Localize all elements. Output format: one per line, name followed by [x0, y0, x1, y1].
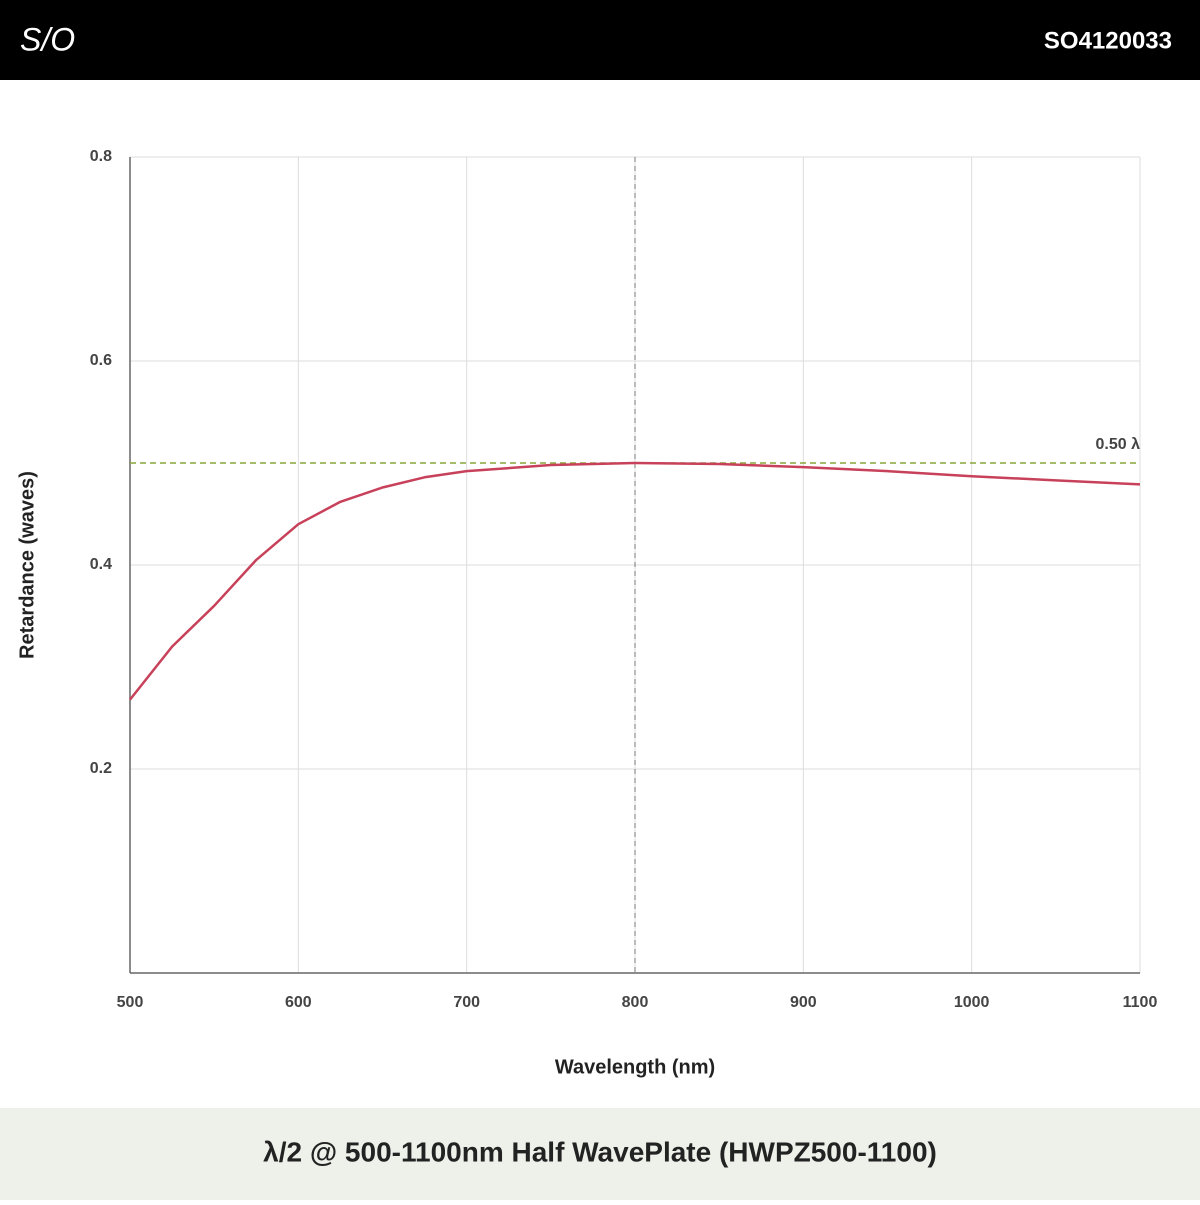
product-code: SO4120033 — [1044, 27, 1172, 54]
chart-title: λ/2 @ 500-1100nm Half WavePlate (HWPZ500… — [263, 1136, 937, 1167]
reference-label: 0.50 λ — [1096, 436, 1141, 453]
x-axis-title: Wavelength (nm) — [555, 1056, 715, 1078]
y-tick-label: 0.6 — [90, 352, 112, 369]
y-tick-label: 0.2 — [90, 760, 112, 777]
data-line — [129, 461, 1141, 701]
x-tick-label: 700 — [453, 994, 480, 1011]
x-tick-label: 500 — [117, 994, 144, 1011]
logo: S/O — [20, 21, 75, 57]
x-tick-label: 1000 — [954, 994, 990, 1011]
x-tick-label: 900 — [790, 994, 817, 1011]
y-tick-label: 0.8 — [90, 148, 112, 165]
header-bar — [0, 0, 1200, 80]
footer-bar — [0, 1108, 1200, 1200]
x-tick-label: 800 — [622, 994, 649, 1011]
x-tick-label: 600 — [285, 994, 312, 1011]
y-tick-label: 0.4 — [90, 556, 112, 573]
x-tick-label: 1100 — [1123, 994, 1158, 1011]
y-axis-title: Retardance (waves) — [16, 471, 38, 659]
